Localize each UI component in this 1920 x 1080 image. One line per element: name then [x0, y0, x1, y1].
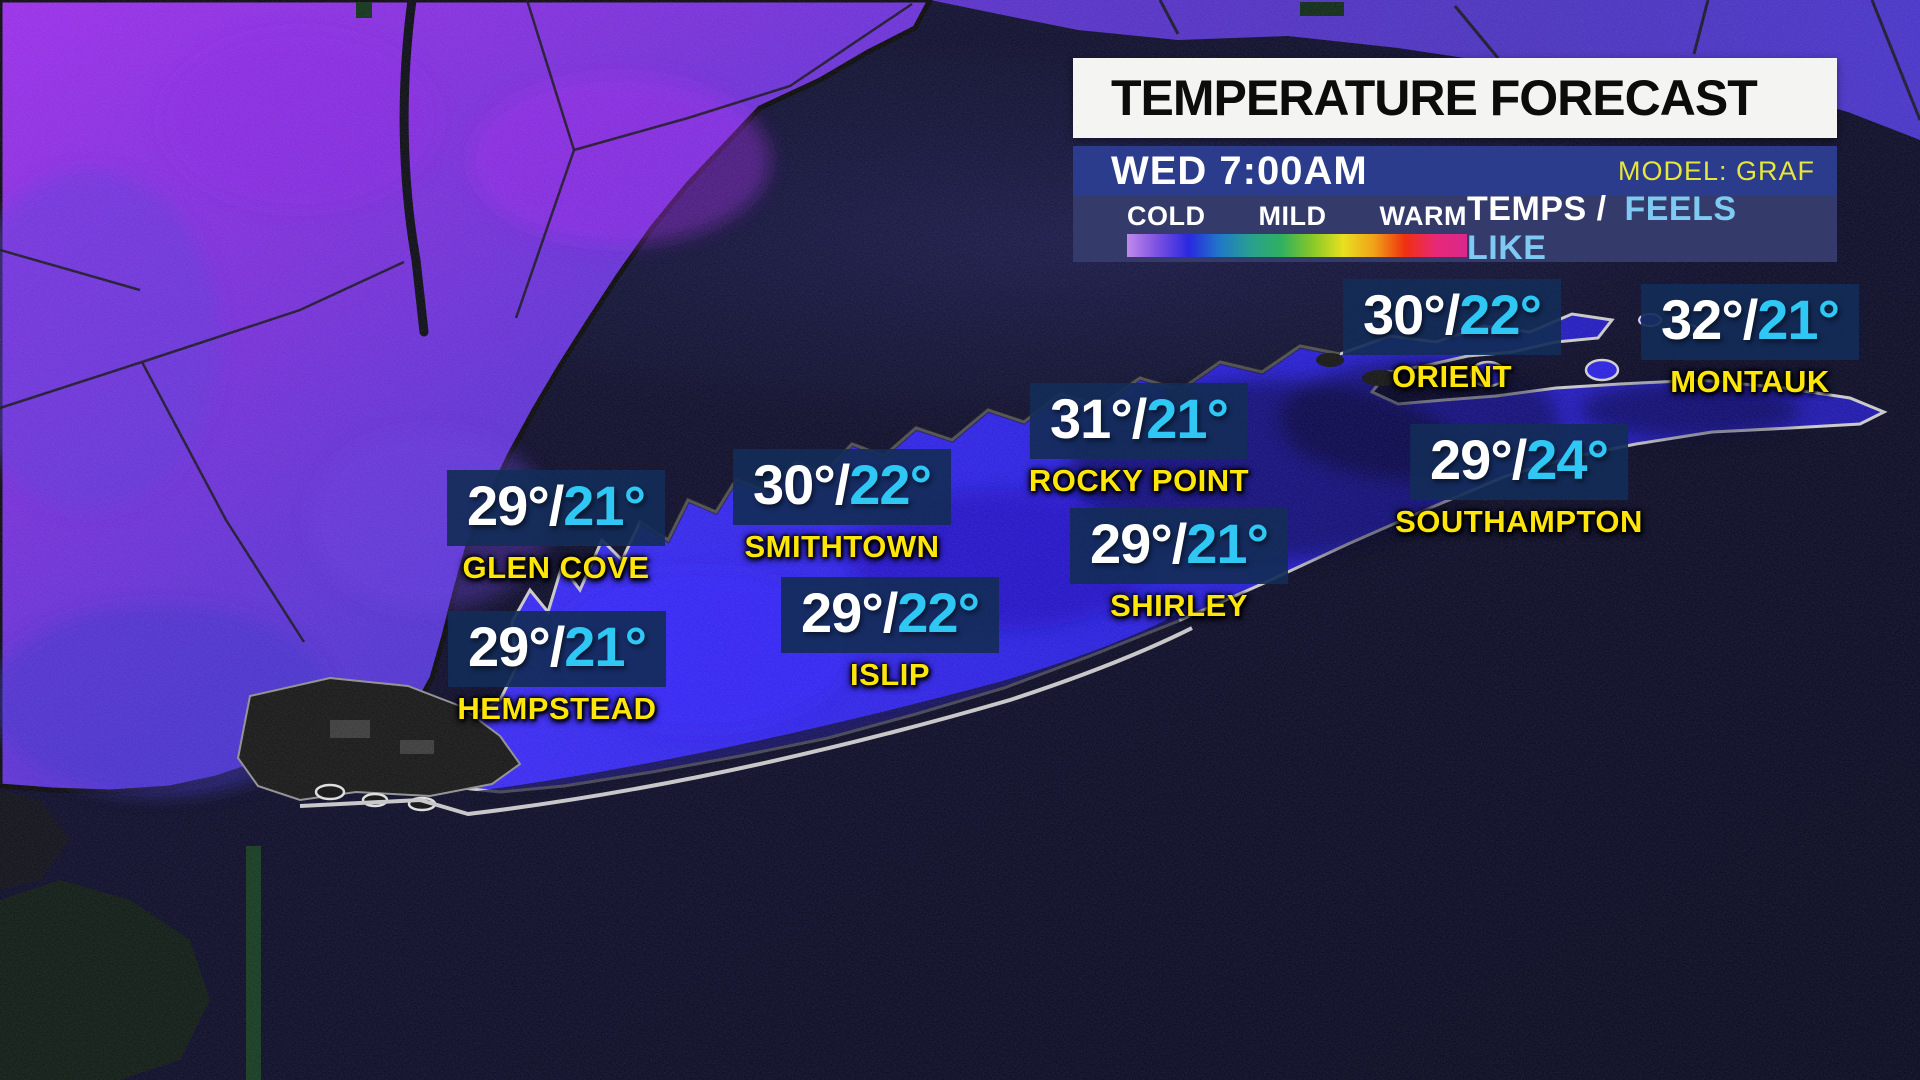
station-label-southampton: 29°/24° SOUTHAMPTON	[1395, 424, 1643, 540]
temp-value: 30°/	[1363, 283, 1460, 346]
temp-value: 32°/	[1661, 288, 1758, 351]
station-label-shirley: 29°/21° SHIRLEY	[1070, 508, 1288, 624]
feels-like-value: 22°	[897, 581, 980, 644]
city-name: SMITHTOWN	[744, 529, 940, 564]
temps-label: TEMPS /	[1467, 190, 1607, 228]
legend-mild-label: MILD	[1258, 201, 1327, 231]
temperature-scale-gradient	[1127, 234, 1467, 257]
temperature-scale: COLD MILD WARM	[1127, 201, 1467, 257]
temp-box-hempstead: 29°/21°	[448, 611, 666, 687]
display-mode: TEMPS / FEELS LIKE	[1467, 190, 1821, 268]
time-bar: WED 7:00AM MODEL: GRAF	[1073, 146, 1837, 196]
temp-box-rocky-point: 31°/21°	[1030, 383, 1248, 459]
temp-value: 29°/	[468, 615, 565, 678]
city-name: MONTAUK	[1670, 364, 1830, 399]
legend-bar: COLD MILD WARM TEMPS / FEELS LIKE	[1073, 190, 1837, 267]
legend-cold-label: COLD	[1127, 201, 1206, 231]
station-label-orient: 30°/22° ORIENT	[1343, 279, 1561, 395]
city-name: ORIENT	[1391, 359, 1513, 394]
temp-value: 29°/	[1090, 512, 1187, 575]
feels-like-value: 21°	[563, 474, 646, 537]
temp-value: 31°/	[1050, 387, 1147, 450]
feels-like-value: 21°	[1146, 387, 1229, 450]
temp-box-montauk: 32°/21°	[1641, 284, 1859, 360]
city-name: ROCKY POINT	[1028, 463, 1250, 498]
feels-like-value: 21°	[1186, 512, 1269, 575]
station-label-smithtown: 30°/22° SMITHTOWN	[733, 449, 951, 565]
page-title: TEMPERATURE FORECAST	[1111, 70, 1758, 126]
temp-box-smithtown: 30°/22°	[733, 449, 951, 525]
station-label-montauk: 32°/21° MONTAUK	[1641, 284, 1859, 400]
model-label: MODEL: GRAF	[1617, 155, 1815, 186]
feels-like-value: 22°	[849, 453, 932, 516]
station-label-rocky-point: 31°/21° ROCKY POINT	[1029, 383, 1249, 499]
legend-warm-label: WARM	[1379, 201, 1467, 231]
feels-like-label: FEELS LIKE	[1467, 190, 1737, 267]
feels-like-value: 21°	[564, 615, 647, 678]
temp-value: 29°/	[467, 474, 564, 537]
station-label-islip: 29°/22° ISLIP	[781, 577, 999, 693]
temp-box-islip: 29°/22°	[781, 577, 999, 653]
city-name: SHIRLEY	[1110, 588, 1248, 623]
feels-like-value: 22°	[1459, 283, 1542, 346]
feels-like-value: 24°	[1526, 428, 1609, 491]
station-label-glen-cove: 29°/21° GLEN COVE	[447, 470, 665, 586]
temp-box-shirley: 29°/21°	[1070, 508, 1288, 584]
forecast-header: TEMPERATURE FORECAST WED 7:00AM MODEL: G…	[1073, 58, 1837, 267]
city-name: GLEN COVE	[462, 550, 650, 585]
title-box: TEMPERATURE FORECAST	[1073, 58, 1837, 138]
temp-value: 29°/	[1430, 428, 1527, 491]
station-label-hempstead: 29°/21° HEMPSTEAD	[448, 611, 666, 727]
feels-like-value: 21°	[1757, 288, 1840, 351]
timestamp: WED 7:00AM	[1111, 148, 1368, 193]
temp-box-glen-cove: 29°/21°	[447, 470, 665, 546]
city-name: ISLIP	[849, 657, 930, 692]
temp-value: 29°/	[801, 581, 898, 644]
scale-labels: COLD MILD WARM	[1127, 201, 1467, 232]
city-name: HEMPSTEAD	[457, 691, 657, 726]
temp-box-southampton: 29°/24°	[1410, 424, 1628, 500]
temp-value: 30°/	[753, 453, 850, 516]
city-name: SOUTHAMPTON	[1395, 504, 1643, 539]
temp-box-orient: 30°/22°	[1343, 279, 1561, 355]
